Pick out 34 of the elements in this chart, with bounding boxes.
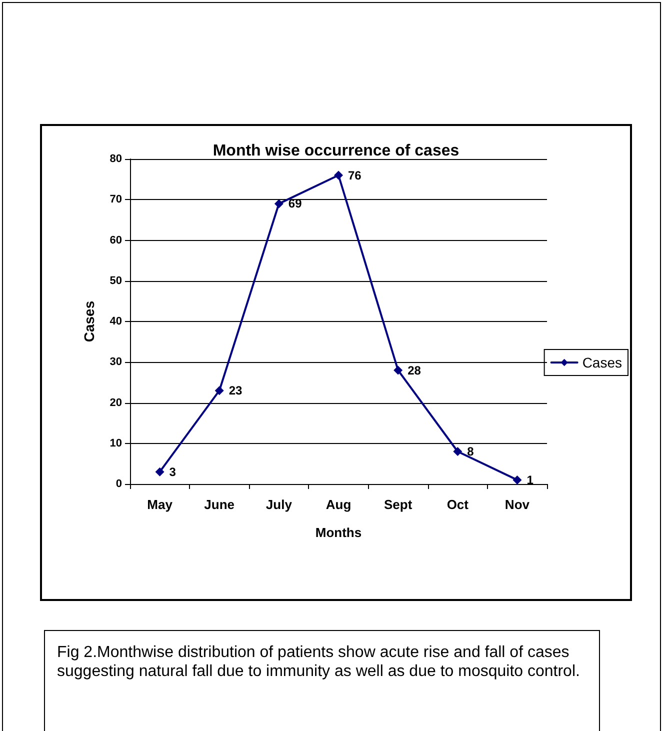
x-tick-label: June [204, 497, 235, 512]
y-tick-label: 70 [110, 194, 122, 206]
data-label: 1 [526, 472, 534, 487]
y-tick-label: 30 [110, 356, 122, 368]
legend-label: Cases [582, 354, 622, 370]
x-tick-label: Nov [504, 497, 530, 512]
point [274, 199, 284, 208]
y-tick-label: 0 [116, 478, 122, 490]
chart-title: Month wise occurrence of cases [212, 142, 460, 160]
point [453, 447, 462, 456]
y-tick-label: 20 [110, 396, 122, 409]
data-label: 28 [408, 363, 422, 378]
x-tick-label: Oct [446, 497, 470, 512]
y-tick-label: 50 [110, 274, 122, 287]
data-label: 8 [467, 444, 474, 458]
y-axis-title: Cases [81, 300, 97, 342]
x-tick-label: July [266, 497, 293, 512]
caption: Fig 2.Monthwise distribution of patients show acute rise and fall of cases suggesting natural fall due to immunity as well as due to mosquito control. [44, 630, 600, 731]
data-label: 23 [228, 384, 243, 398]
data-label: 76 [348, 168, 362, 182]
x-tick-label: Sept [384, 497, 413, 512]
y-tick-label: 60 [110, 234, 122, 246]
data-label: 3 [169, 464, 176, 479]
point [214, 386, 224, 396]
point [334, 170, 343, 180]
y-tick-label: 40 [110, 316, 122, 328]
y-tick-label: 10 [110, 437, 122, 450]
x-tick-label: Aug [326, 497, 352, 512]
point [155, 467, 164, 476]
point [512, 475, 522, 484]
x-tick-label: May [147, 497, 174, 512]
y-tick-label: 80 [110, 153, 122, 165]
point [394, 366, 403, 375]
x-axis-title: Months [315, 525, 362, 540]
